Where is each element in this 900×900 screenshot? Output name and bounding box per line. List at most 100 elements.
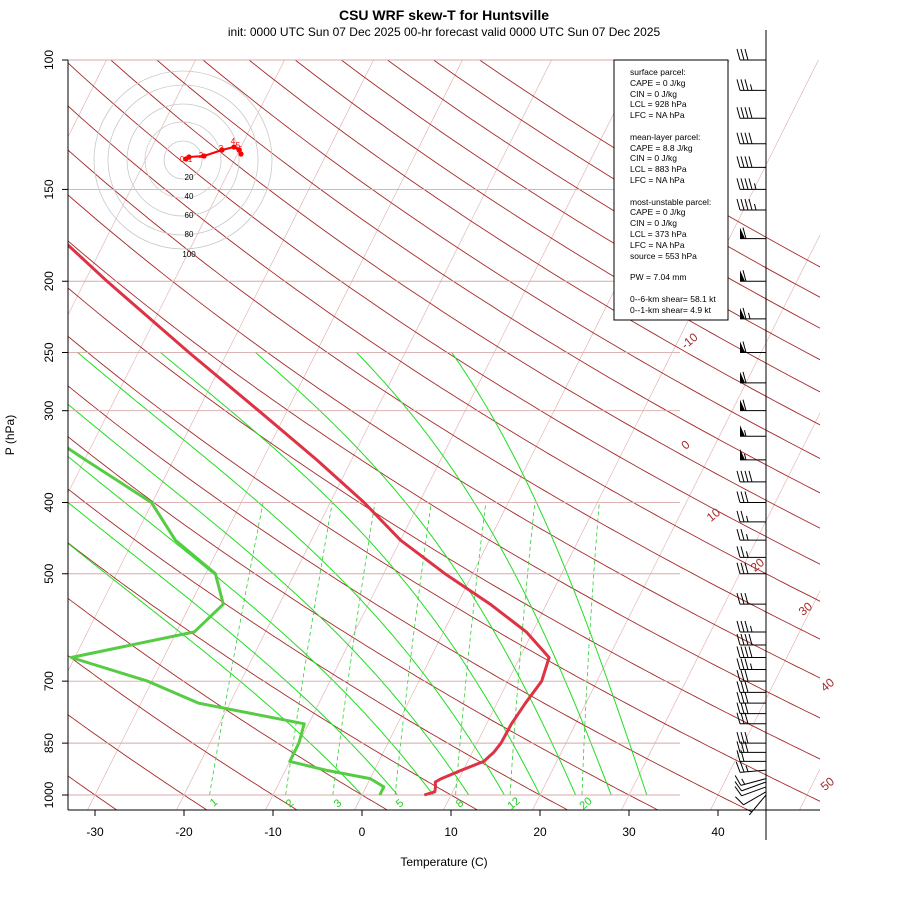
- hodograph: 20 40 60 80 100 0 1 2 34 56: [93, 70, 273, 259]
- mixing-ratio-label: 1: [208, 796, 220, 809]
- wind-barb: [736, 510, 766, 523]
- dry-adiabat: [68, 240, 820, 719]
- dry-adiabat: [68, 105, 820, 602]
- x-tick-label: 20: [533, 825, 547, 839]
- isotherm: [621, 412, 820, 810]
- isotherm: [443, 60, 819, 810]
- hodograph-point-label: 5: [236, 141, 241, 150]
- wind-barb: [736, 670, 766, 682]
- mean-layer-lcl: LCL = 883 hPa: [630, 164, 687, 174]
- hodograph-ring: [144, 121, 222, 199]
- shear-0-6km: 0--6-km shear= 58.1 kt: [630, 294, 716, 304]
- mixing-ratio-line: [455, 502, 487, 796]
- dry-adiabat: [68, 488, 569, 810]
- hodograph-point: [231, 144, 237, 150]
- wind-barb: [736, 491, 766, 504]
- moist-adiabat: [68, 542, 363, 796]
- mixing-ratio-line: [581, 502, 600, 796]
- surface-lfc: LFC = NA hPa: [630, 110, 685, 120]
- hodograph-point-label: 1: [188, 155, 193, 164]
- wind-barb: [736, 132, 766, 145]
- moist-adiabat: [68, 403, 470, 796]
- dewpoint-profile: [68, 446, 386, 796]
- isotherm: [532, 234, 820, 810]
- y-tick-label: 1000: [42, 781, 56, 808]
- mean-layer-heading: mean-layer parcel:: [630, 132, 700, 142]
- dry-adiabat: [294, 60, 820, 393]
- dry-adiabat-label: 30: [796, 599, 815, 619]
- surface-parcel-heading: surface parcel:: [630, 67, 686, 77]
- most-unstable-heading: most-unstable parcel:: [630, 197, 711, 207]
- wind-barb: [740, 341, 766, 353]
- most-unstable-lcl: LCL = 373 hPa: [630, 229, 687, 239]
- hodograph-ring: [163, 140, 203, 180]
- dry-adiabat: [68, 62, 820, 565]
- y-tick-label: 500: [42, 563, 56, 583]
- hodograph-ring-label: 80: [185, 230, 194, 239]
- y-tick-label: 400: [42, 492, 56, 512]
- y-tick-label: 100: [42, 50, 56, 70]
- wind-barb: [736, 702, 766, 715]
- dry-adiabat-label: 50: [818, 774, 837, 794]
- hodograph-ring-label: 100: [182, 250, 196, 259]
- dry-adiabat: [68, 385, 750, 810]
- wind-barb: [736, 620, 766, 633]
- hodograph-point-label: 0: [180, 155, 185, 164]
- dry-adiabat: [68, 714, 208, 810]
- y-tick-label: 250: [42, 342, 56, 362]
- hodograph-point: [238, 151, 244, 157]
- x-axis-ticks: -30 -20 -10 0 10 20 30 40: [86, 810, 725, 839]
- surface-lcl: LCL = 928 hPa: [630, 99, 687, 109]
- hodograph-ring: [107, 84, 259, 236]
- wind-barb: [736, 546, 766, 558]
- temperature-profile: [68, 242, 551, 797]
- hodograph-point-label: 6: [238, 145, 243, 154]
- wind-barb: [746, 794, 767, 816]
- isotherm: [799, 768, 820, 810]
- surface-cape: CAPE = 0 J/kg: [630, 78, 686, 88]
- dry-adiabat: [68, 335, 820, 802]
- isotherm: [68, 60, 285, 494]
- isotherm: [87, 60, 463, 810]
- dry-adiabat: [68, 194, 820, 679]
- wind-barb: [734, 786, 767, 797]
- surface-cin: CIN = 0 J/kg: [630, 89, 677, 99]
- isotherm: [68, 60, 196, 316]
- mixing-ratio-line: [209, 502, 264, 796]
- dry-adiabat-label: 0: [678, 437, 692, 452]
- wind-barb: [736, 528, 766, 541]
- x-tick-label: 40: [711, 825, 725, 839]
- dry-adiabat-label: 40: [818, 675, 837, 695]
- moist-adiabat: [255, 352, 577, 796]
- wind-barb: [736, 198, 766, 211]
- most-unstable-cin: CIN = 0 J/kg: [630, 218, 677, 228]
- dry-adiabat: [68, 655, 298, 810]
- x-tick-label: 0: [359, 825, 366, 839]
- hodograph-point: [186, 154, 192, 160]
- info-box-frame: [613, 59, 729, 321]
- wind-barb: [736, 692, 766, 704]
- dry-adiabat: [248, 60, 820, 426]
- wind-barb: [740, 399, 766, 412]
- hodograph-point: [219, 147, 225, 153]
- mean-layer-lfc: LFC = NA hPa: [630, 175, 685, 185]
- most-unstable-source: source = 553 hPa: [630, 251, 697, 261]
- mixing-ratio-line: [509, 502, 536, 796]
- dry-adiabat: [156, 60, 820, 494]
- hodograph-point-label: 2: [199, 151, 204, 160]
- x-tick-label: -10: [264, 825, 282, 839]
- y-tick-label: 850: [42, 733, 56, 753]
- wind-barb: [735, 791, 767, 806]
- mixing-ratio-label: 5: [394, 797, 406, 810]
- wind-barb: [736, 681, 766, 693]
- chart-subtitle: init: 0000 UTC Sun 07 Dec 2025 00-hr for…: [228, 25, 661, 39]
- wind-barb: [736, 48, 766, 61]
- isotherm: [68, 60, 374, 672]
- dry-adiabat: [68, 436, 659, 810]
- y-tick-label: 700: [42, 671, 56, 691]
- y-tick-label: 200: [42, 271, 56, 291]
- wind-barb: [736, 633, 766, 646]
- hodograph-ring-label: 60: [185, 211, 194, 220]
- wind-barb: [736, 731, 766, 744]
